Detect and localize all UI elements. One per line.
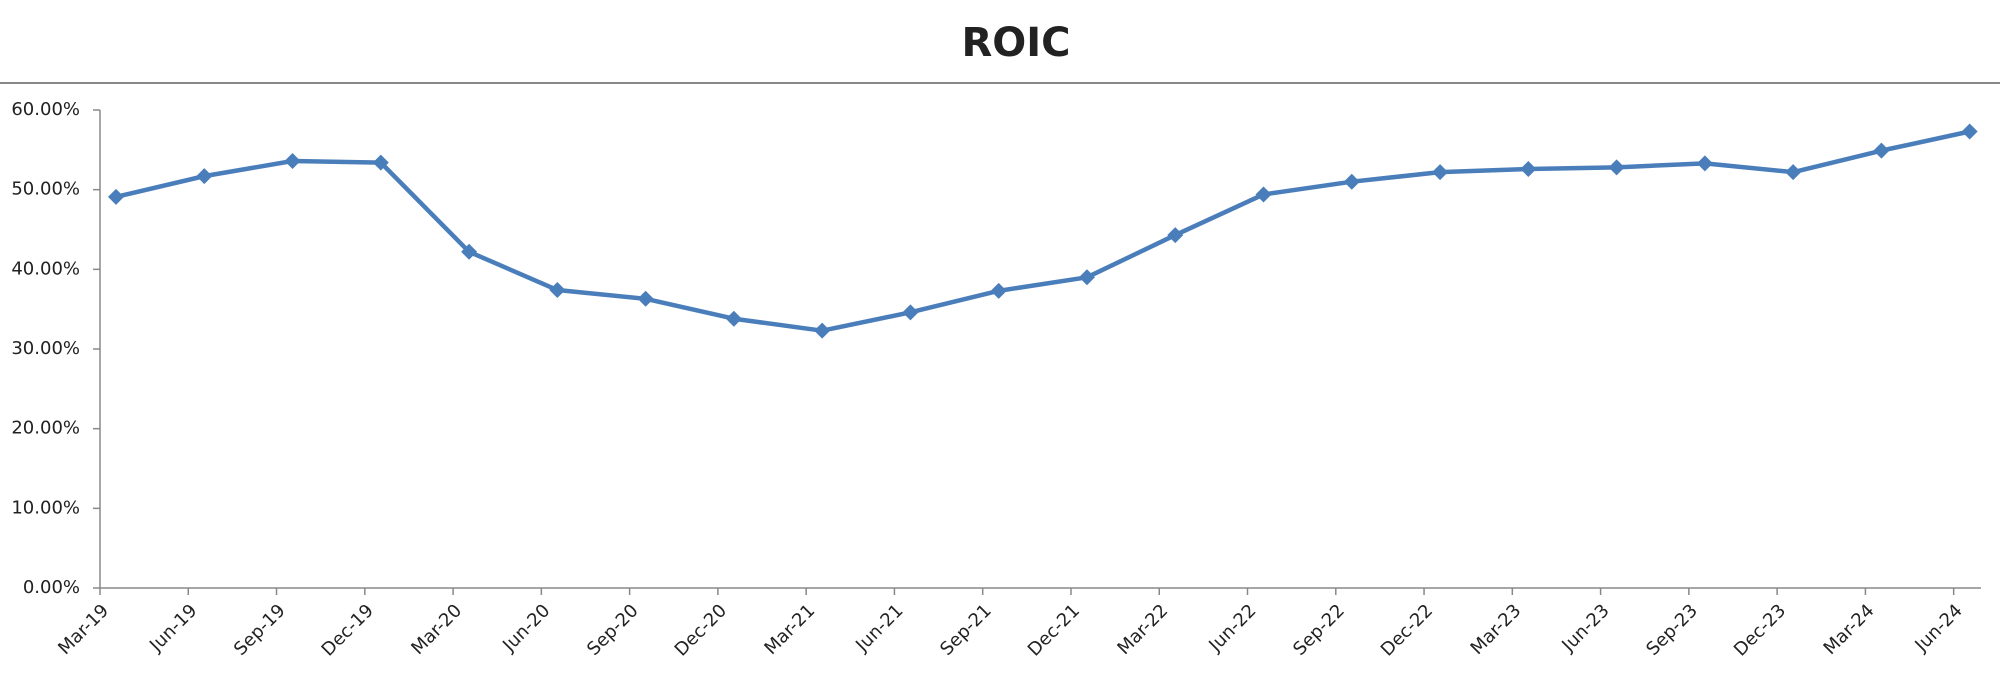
line	[115, 129, 1971, 333]
x-tick-label: Dec-21	[1024, 600, 1084, 660]
marker	[1078, 269, 1095, 286]
marker	[461, 243, 478, 260]
x-tick-label: Sep-19	[230, 600, 290, 660]
x-tick-label: Dec-19	[318, 600, 378, 660]
marker	[725, 310, 742, 327]
marker	[902, 304, 919, 321]
x-tick-label: Jun-22	[1204, 600, 1260, 656]
x-tick-label: Mar-19	[54, 600, 113, 659]
y-tick-label: 50.00%	[11, 179, 80, 200]
x-tick-label: Mar-23	[1467, 600, 1526, 659]
x-tick-label: Mar-20	[407, 600, 466, 659]
x-tick-label: Sep-22	[1289, 600, 1349, 660]
x-tick-label: Jun-24	[1911, 600, 1967, 656]
x-tick-label: Jun-19	[145, 600, 201, 656]
y-tick-label: 10.00%	[11, 497, 80, 518]
marker	[1255, 186, 1272, 203]
marker	[1520, 160, 1537, 177]
y-tick-label: 60.00%	[11, 99, 80, 120]
y-tick-label: 40.00%	[11, 258, 80, 279]
marker	[1432, 164, 1449, 181]
marker	[372, 154, 389, 171]
marker	[814, 322, 831, 339]
marker	[1785, 164, 1802, 181]
marker	[1696, 155, 1713, 172]
y-tick-label: 30.00%	[11, 338, 80, 359]
marker	[1343, 173, 1360, 190]
marker	[284, 152, 301, 169]
marker	[1873, 142, 1890, 159]
y-tick-label: 20.00%	[11, 418, 80, 439]
marker	[549, 282, 566, 299]
x-tick-label: Sep-21	[936, 600, 996, 660]
x-tick-label: Mar-24	[1820, 600, 1879, 659]
y-tick-label: 0.00%	[23, 577, 80, 598]
marker	[196, 168, 213, 185]
marker	[990, 282, 1007, 299]
marker	[1608, 159, 1625, 176]
x-tick-label: Jun-23	[1557, 600, 1613, 656]
x-tick-label: Dec-22	[1377, 600, 1437, 660]
chart-title: ROIC	[961, 20, 1070, 66]
x-tick-label: Sep-23	[1642, 600, 1702, 660]
marker	[1167, 227, 1184, 244]
marker	[1961, 123, 1978, 140]
x-tick-label: Sep-20	[583, 600, 643, 660]
x-tick-label: Dec-20	[671, 600, 731, 660]
x-tick-label: Dec-23	[1730, 600, 1790, 660]
x-tick-label: Jun-20	[498, 600, 554, 656]
x-tick-label: Mar-21	[760, 600, 819, 659]
marker	[637, 290, 654, 307]
x-tick-label: Mar-22	[1113, 600, 1172, 659]
x-tick-label: Jun-21	[851, 600, 907, 656]
marker	[108, 188, 124, 205]
